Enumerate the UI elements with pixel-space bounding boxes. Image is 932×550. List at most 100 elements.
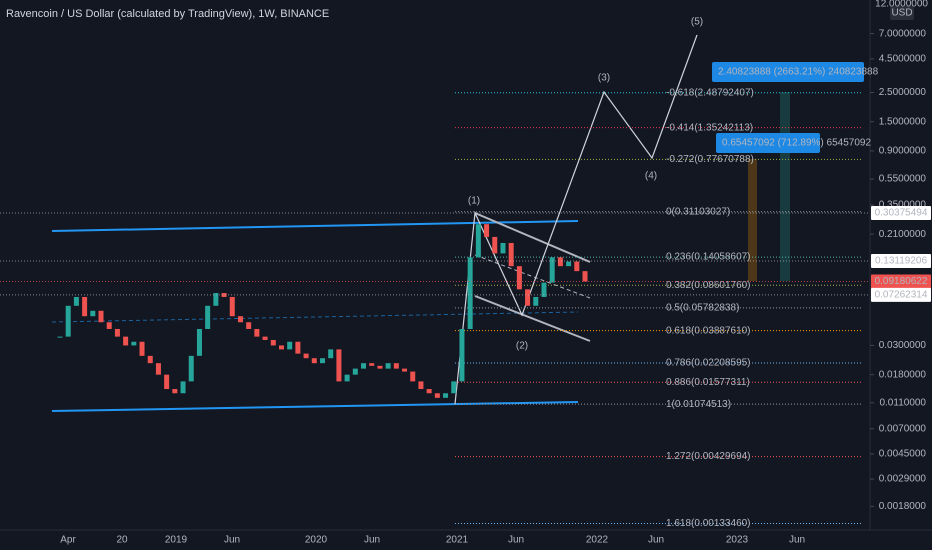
wedge-line: [474, 212, 591, 263]
price-tick-label: 1.5000000: [879, 116, 927, 127]
time-tick-label: 2021: [446, 535, 469, 546]
drawings: [51, 34, 698, 412]
price-tick-label: 2.5000000: [879, 87, 927, 98]
price-tag: [871, 254, 931, 269]
candle: [467, 257, 473, 329]
candle: [459, 328, 465, 382]
candle: [402, 368, 408, 372]
elliott-wave-path: [454, 34, 698, 405]
chart-title: Ravencoin / US Dollar (calculated by Tra…: [6, 8, 329, 20]
candle: [500, 242, 506, 254]
price-tick-label: 0.2100000: [879, 229, 927, 240]
candle: [377, 365, 383, 369]
fib-level-label: 0.5(0.05782838): [666, 303, 739, 314]
channel-line: [51, 401, 579, 412]
fib-level-label: 1.618(0.00133460): [666, 518, 751, 529]
time-tick-label: Apr: [60, 535, 76, 546]
price-tag: [871, 287, 931, 302]
price-tick-label: 0.0180000: [879, 369, 927, 380]
candle: [98, 310, 104, 323]
candle: [270, 339, 276, 346]
candle: [434, 393, 440, 398]
candle: [188, 355, 194, 382]
candle: [90, 310, 96, 317]
currency-label: USD: [891, 8, 912, 19]
fib-level-label: 0.886(0.01577311): [666, 377, 750, 388]
fib-level-label: 0.618(0.03887610): [666, 325, 751, 336]
candle: [492, 236, 498, 254]
candle: [205, 305, 211, 329]
candle: [82, 296, 88, 317]
wave-label: (4): [645, 171, 657, 182]
fib-level-label: 0.236(0.14058607): [666, 252, 751, 263]
candle: [295, 341, 301, 354]
fib-level-label: 0.786(0.02208595): [666, 358, 751, 369]
wave-label: (3): [598, 73, 610, 84]
price-tag-label: 0.13119206: [875, 256, 928, 267]
candle: [352, 368, 358, 375]
candle: [320, 358, 325, 364]
candle: [533, 296, 539, 306]
candle: [164, 374, 170, 390]
candle: [262, 336, 268, 340]
price-tag-label: 0.30375494: [875, 208, 928, 219]
candle: [246, 322, 252, 329]
candle: [566, 261, 572, 267]
fib-level-label: 1.272(0.00429694): [666, 451, 751, 462]
wave-label: (2): [516, 341, 528, 352]
candle: [65, 305, 71, 337]
candle: [73, 296, 79, 306]
target-label: 2.40823888 (2663.21%) 240823888: [718, 67, 879, 78]
candle: [369, 363, 375, 366]
price-tick-label: 0.0110000: [879, 397, 926, 408]
time-tick-label: 2019: [165, 535, 188, 546]
candle: [451, 381, 457, 394]
candle: [57, 336, 63, 338]
time-tick-label: Jun: [648, 535, 664, 546]
price-tick-label: 0.9000000: [879, 146, 927, 157]
candle: [196, 328, 202, 356]
price-tick-label: 0.0070000: [879, 423, 927, 434]
price-tick-label: 0.0045000: [879, 449, 927, 460]
time-tick-label: 2023: [726, 535, 749, 546]
wedge-line: [474, 295, 591, 342]
price-tag: [871, 206, 931, 221]
time-tick-label: Jun: [508, 535, 524, 546]
candle: [336, 349, 342, 382]
candle: [418, 381, 424, 390]
fib-level-label: -0.414(1.35242113): [666, 122, 753, 133]
candle: [541, 282, 547, 297]
target-label: 0.65457092 (712.89%) 65457092: [722, 138, 871, 149]
candle: [557, 257, 563, 267]
candle: [213, 293, 219, 306]
projection-bar: [780, 92, 790, 281]
price-tick-label: 4.5000000: [879, 54, 927, 65]
candle: [139, 341, 145, 356]
candle: [131, 341, 137, 346]
candle: [123, 336, 129, 346]
target-box: [712, 62, 864, 82]
candle: [328, 349, 334, 359]
price-tick-label: 0.3500000: [879, 200, 927, 211]
time-tick-label: Jun: [224, 535, 240, 546]
candle: [147, 355, 153, 364]
candle: [311, 358, 317, 364]
candle: [344, 374, 350, 382]
candle: [180, 381, 186, 394]
time-tick-label: Jun: [789, 535, 805, 546]
candle: [254, 328, 260, 337]
time-tick-label: 2020: [305, 535, 328, 546]
candle: [525, 289, 531, 306]
candle: [426, 389, 432, 394]
currency-badge[interactable]: [890, 6, 914, 20]
candle: [574, 261, 580, 272]
time-tick-label: 2022: [586, 535, 609, 546]
price-tick-label: 0.0029000: [879, 474, 927, 485]
price-tick-label: 7.0000000: [879, 28, 927, 39]
candle: [385, 363, 391, 369]
price-tick-label: 0.5500000: [879, 174, 927, 185]
wave-label: (1): [468, 196, 480, 207]
projection-bars: [748, 92, 790, 281]
